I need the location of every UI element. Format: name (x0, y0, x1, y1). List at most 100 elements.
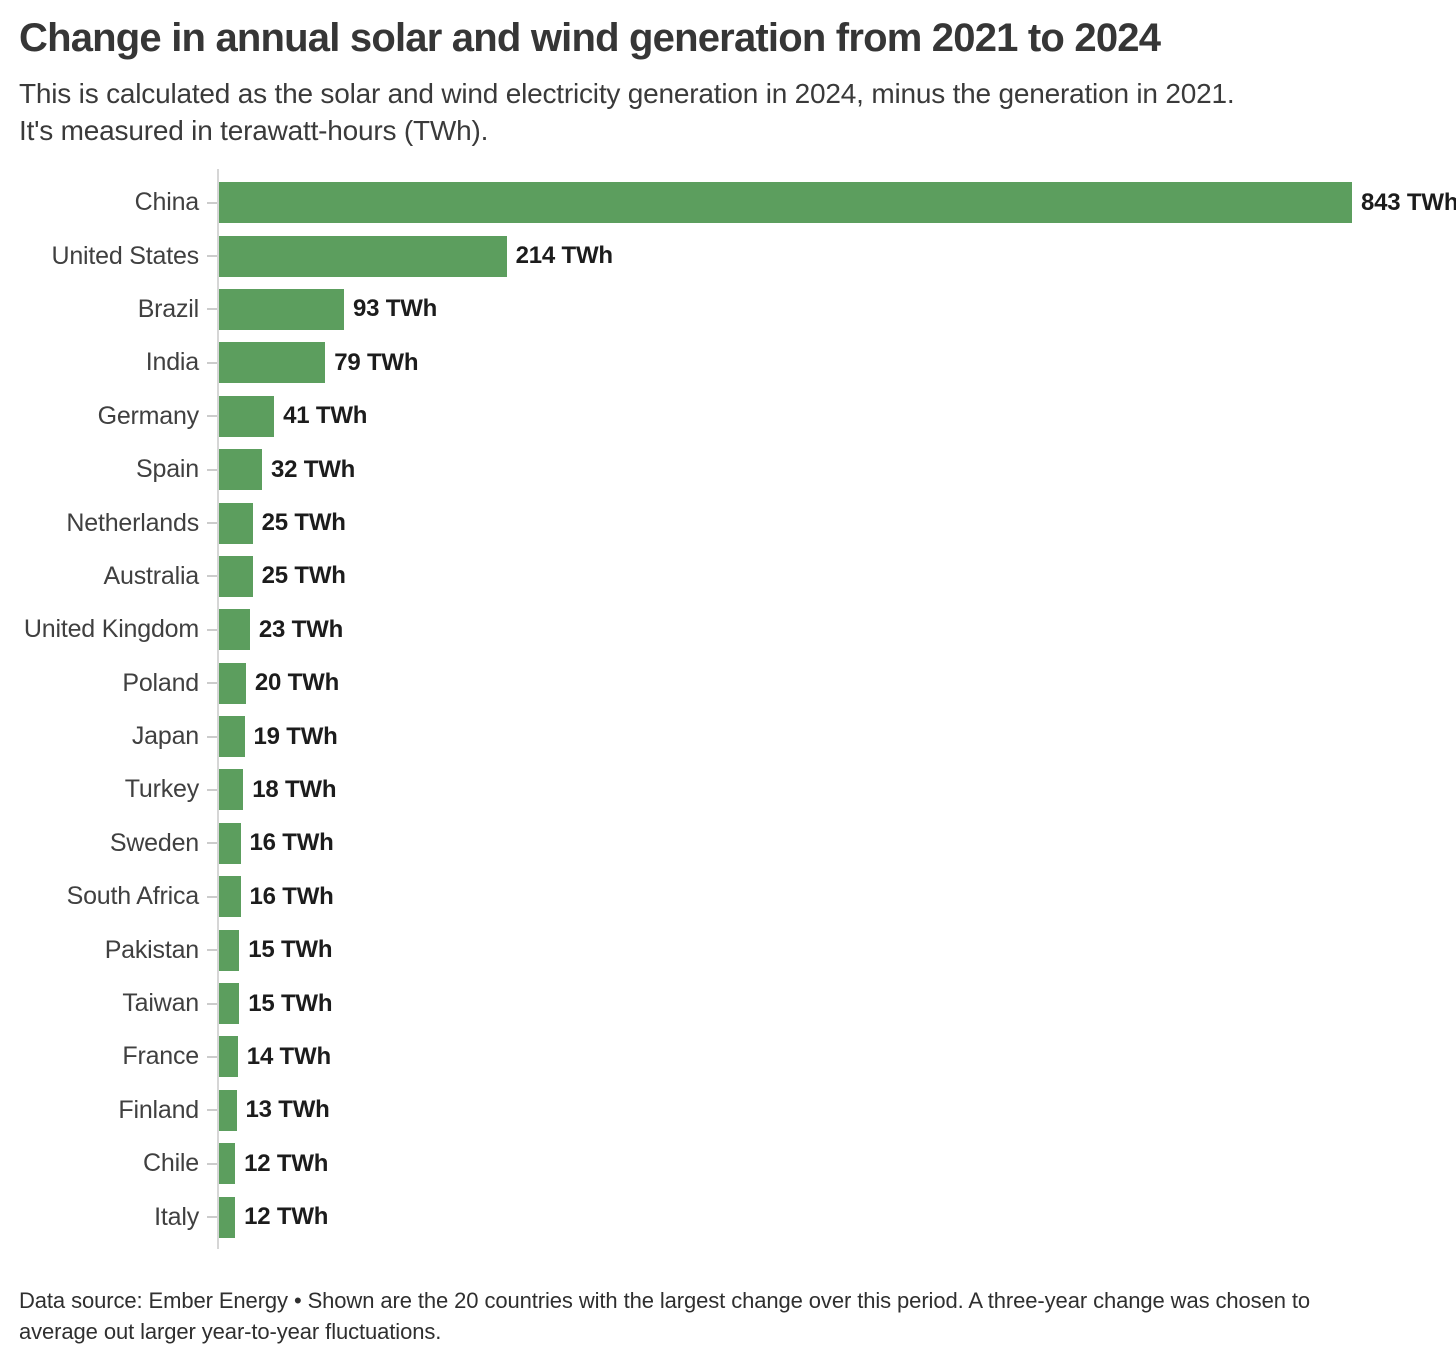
value-label: 13 TWh (245, 1096, 330, 1124)
value-label: 25 TWh (261, 562, 346, 590)
chart-title: Change in annual solar and wind generati… (19, 16, 1161, 60)
chart-row: Turkey 18 TWh (19, 763, 1436, 816)
bar[interactable] (219, 983, 240, 1025)
country-label: Turkey (124, 775, 199, 804)
bar[interactable] (219, 182, 1352, 224)
axis-tick-mark (207, 308, 217, 311)
chart-subtitle: This is calculated as the solar and wind… (19, 75, 1436, 149)
chart-row: Sweden 16 TWh (19, 817, 1436, 870)
chart-row: Chile 12 TWh (19, 1137, 1436, 1190)
chart-rows: China 843 TWh United States 214 TWh Braz… (19, 176, 1456, 1244)
value-label: 23 TWh (258, 615, 344, 643)
chart-footnote: Data source: Ember Energy • Shown are th… (19, 1285, 1436, 1347)
value-label: 12 TWh (244, 1149, 329, 1177)
subtitle-line-2: It's measured in terawatt-hours (TWh). (19, 115, 489, 146)
bar[interactable] (219, 235, 507, 277)
bar[interactable] (219, 555, 253, 597)
country-label: Poland (122, 668, 199, 697)
country-label: Pakistan (104, 935, 199, 964)
value-label: 15 TWh (248, 936, 333, 964)
bar[interactable] (219, 1089, 237, 1131)
chart-row: India 79 TWh (19, 336, 1436, 389)
bar[interactable] (219, 822, 241, 864)
bar-track: 214 TWh (219, 235, 1436, 277)
axis-tick-mark (207, 468, 217, 471)
chart-row: China 843 TWh (19, 176, 1456, 229)
bar[interactable] (219, 395, 275, 437)
axis-tick-mark (207, 255, 217, 258)
value-label: 12 TWh (244, 1203, 329, 1231)
axis-tick-mark (207, 1216, 217, 1219)
axis-tick-mark (207, 788, 217, 791)
value-label: 16 TWh (249, 882, 334, 910)
axis-tick-mark (207, 575, 217, 578)
country-label: Sweden (109, 828, 199, 857)
chart-row: France 14 TWh (19, 1030, 1436, 1083)
bar[interactable] (219, 449, 262, 491)
country-label: United States (51, 241, 200, 270)
bar-track: 16 TWh (219, 822, 1436, 864)
country-label: Germany (97, 401, 200, 430)
y-axis-line (217, 169, 219, 1249)
bar-chart: China 843 TWh United States 214 TWh Braz… (19, 169, 1456, 1249)
bar-track: 19 TWh (219, 716, 1436, 758)
chart-row: Taiwan 15 TWh (19, 977, 1436, 1030)
axis-tick-mark (207, 1109, 217, 1112)
bar-track: 32 TWh (219, 449, 1436, 491)
country-label: Netherlands (66, 508, 199, 537)
chart-row: Japan 19 TWh (19, 710, 1436, 763)
bar[interactable] (219, 662, 246, 704)
country-label: Taiwan (122, 989, 199, 1018)
axis-tick-mark (207, 682, 217, 685)
bar[interactable] (219, 502, 253, 544)
value-label: 843 TWh (1361, 188, 1456, 216)
bar[interactable] (219, 769, 244, 811)
footnote-line-1: Data source: Ember Energy • Shown are th… (19, 1287, 1310, 1313)
value-label: 32 TWh (271, 455, 356, 483)
bar[interactable] (219, 288, 344, 330)
chart-row: United States 214 TWh (19, 229, 1436, 282)
chart-row: Pakistan 15 TWh (19, 923, 1436, 976)
bar-track: 79 TWh (219, 342, 1436, 384)
value-label: 93 TWh (353, 295, 438, 323)
bar-track: 15 TWh (219, 929, 1436, 971)
chart-row: Poland 20 TWh (19, 657, 1436, 710)
bar[interactable] (219, 609, 250, 651)
value-label: 19 TWh (253, 722, 338, 750)
subtitle-line-1: This is calculated as the solar and wind… (19, 78, 1235, 109)
axis-tick-mark (207, 895, 217, 898)
country-label: Chile (143, 1149, 199, 1178)
value-label: 14 TWh (246, 1042, 331, 1070)
axis-tick-mark (207, 949, 217, 952)
axis-tick-mark (207, 522, 217, 525)
bar[interactable] (219, 876, 241, 918)
chart-row: Italy 12 TWh (19, 1190, 1436, 1243)
bar-track: 93 TWh (219, 288, 1436, 330)
bar[interactable] (219, 1196, 236, 1238)
country-label: Australia (103, 561, 200, 590)
country-label: France (122, 1042, 199, 1071)
bar[interactable] (219, 929, 240, 971)
bar-track: 15 TWh (219, 983, 1436, 1025)
chart-row: Brazil 93 TWh (19, 283, 1436, 336)
country-label: Finland (118, 1095, 199, 1124)
bar[interactable] (219, 1143, 236, 1185)
bar-track: 25 TWh (219, 502, 1436, 544)
bar[interactable] (219, 342, 326, 384)
axis-tick-mark (207, 1055, 217, 1058)
axis-tick-mark (207, 842, 217, 845)
country-label: India (145, 348, 199, 377)
bar-track: 12 TWh (219, 1143, 1436, 1185)
axis-tick-mark (207, 415, 217, 418)
bar-track: 14 TWh (219, 1036, 1436, 1078)
axis-tick-mark (207, 201, 217, 204)
chart-row: Netherlands 25 TWh (19, 496, 1436, 549)
bar-track: 16 TWh (219, 876, 1436, 918)
country-label: China (134, 188, 200, 217)
bar-track: 41 TWh (219, 395, 1436, 437)
bar[interactable] (219, 716, 245, 758)
bar[interactable] (219, 1036, 238, 1078)
bar-track: 843 TWh (219, 182, 1456, 224)
axis-tick-mark (207, 628, 217, 631)
